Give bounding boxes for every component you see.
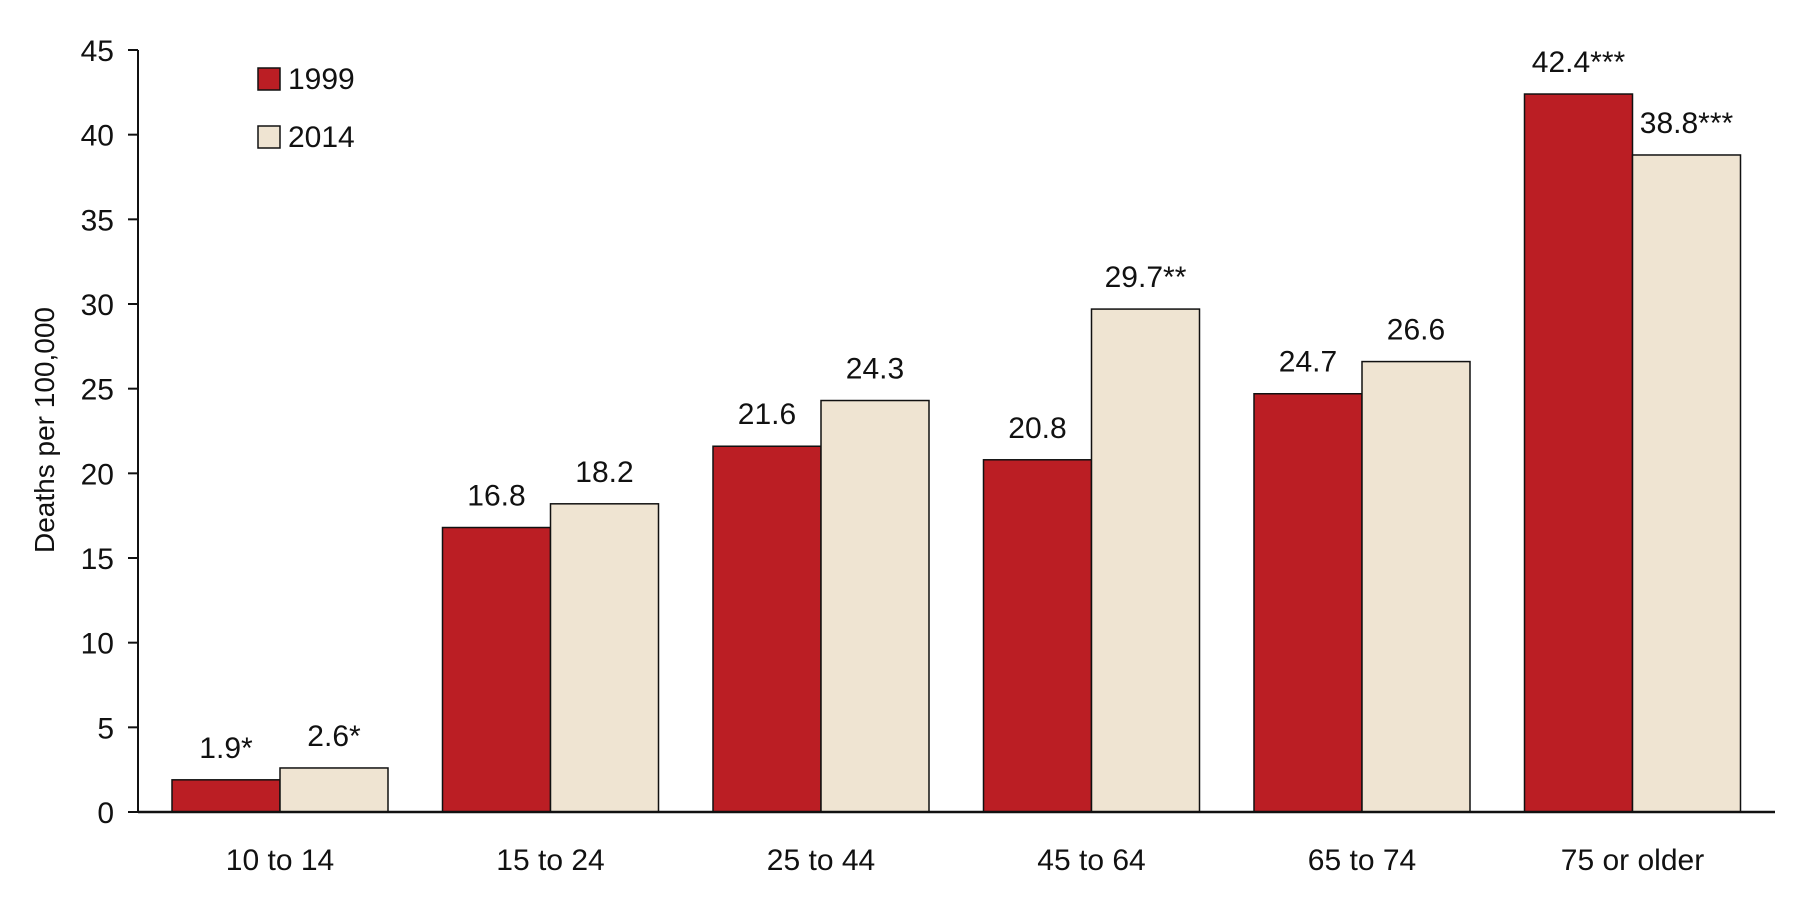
legend-swatch-1999 bbox=[257, 67, 281, 91]
category-label-0: 10 to 14 bbox=[226, 844, 334, 877]
y-tick-label-2: 10 bbox=[81, 628, 114, 661]
bar-1999-1 bbox=[441, 526, 552, 813]
y-tick-label-1: 5 bbox=[97, 712, 114, 745]
category-label-5: 75 or older bbox=[1561, 844, 1704, 877]
bar-1999-5 bbox=[1523, 93, 1634, 813]
y-tick-label-9: 45 bbox=[81, 35, 114, 68]
category-label-4: 65 to 74 bbox=[1308, 844, 1416, 877]
y-tick-label-6: 30 bbox=[81, 289, 114, 322]
legend-label-2014: 2014 bbox=[288, 121, 355, 154]
bar-1999-0 bbox=[171, 779, 281, 813]
y-tick-label-3: 15 bbox=[81, 543, 114, 576]
data-label-2014-0: 2.6* bbox=[307, 720, 361, 753]
data-label-2014-2: 24.3 bbox=[846, 353, 904, 386]
y-tick-label-5: 25 bbox=[81, 374, 114, 407]
category-label-3: 45 to 64 bbox=[1037, 844, 1145, 877]
bar-1999-3 bbox=[982, 459, 1093, 813]
data-label-1999-1: 16.8 bbox=[467, 480, 525, 513]
legend: 1999 2014 bbox=[257, 63, 355, 154]
y-tick-label-0: 0 bbox=[97, 797, 114, 830]
data-label-1999-2: 21.6 bbox=[738, 398, 796, 431]
category-label-2: 25 to 44 bbox=[767, 844, 875, 877]
legend-swatch-2014 bbox=[257, 125, 281, 149]
bars-layer: 1.9* 2.6* 16.8 18.2 21.6 24.3 20.8 29.7** 24.7 26… bbox=[171, 46, 1742, 813]
data-label-2014-4: 26.6 bbox=[1387, 314, 1445, 347]
data-label-2014-5: 38.8*** bbox=[1640, 107, 1734, 140]
data-label-2014-1: 18.2 bbox=[575, 456, 633, 489]
legend-label-1999: 1999 bbox=[288, 63, 355, 96]
y-tick-label-8: 40 bbox=[81, 120, 114, 153]
category-label-1: 15 to 24 bbox=[496, 844, 604, 877]
data-label-1999-5: 42.4*** bbox=[1532, 46, 1626, 79]
bar-2014-4 bbox=[1361, 360, 1471, 813]
y-tick-label-7: 35 bbox=[81, 204, 114, 237]
data-label-1999-4: 24.7 bbox=[1279, 346, 1337, 379]
bar-1999-4 bbox=[1253, 392, 1363, 813]
data-label-1999-3: 20.8 bbox=[1008, 412, 1066, 445]
data-label-1999-0: 1.9* bbox=[199, 732, 253, 765]
y-axis-title: Deaths per 100,000 bbox=[29, 307, 60, 553]
axes-layer: 10 to 14 15 to 24 25 to 44 45 to 64 65 to 74… bbox=[81, 35, 1775, 877]
bar-2014-5 bbox=[1631, 154, 1742, 813]
bar-1999-2 bbox=[712, 445, 822, 813]
bar-2014-1 bbox=[549, 503, 660, 813]
y-tick-label-4: 20 bbox=[81, 458, 114, 491]
bar-2014-0 bbox=[279, 767, 389, 813]
bar-2014-2 bbox=[820, 399, 930, 813]
data-label-2014-3: 29.7** bbox=[1105, 261, 1187, 294]
bar-2014-3 bbox=[1090, 308, 1201, 813]
